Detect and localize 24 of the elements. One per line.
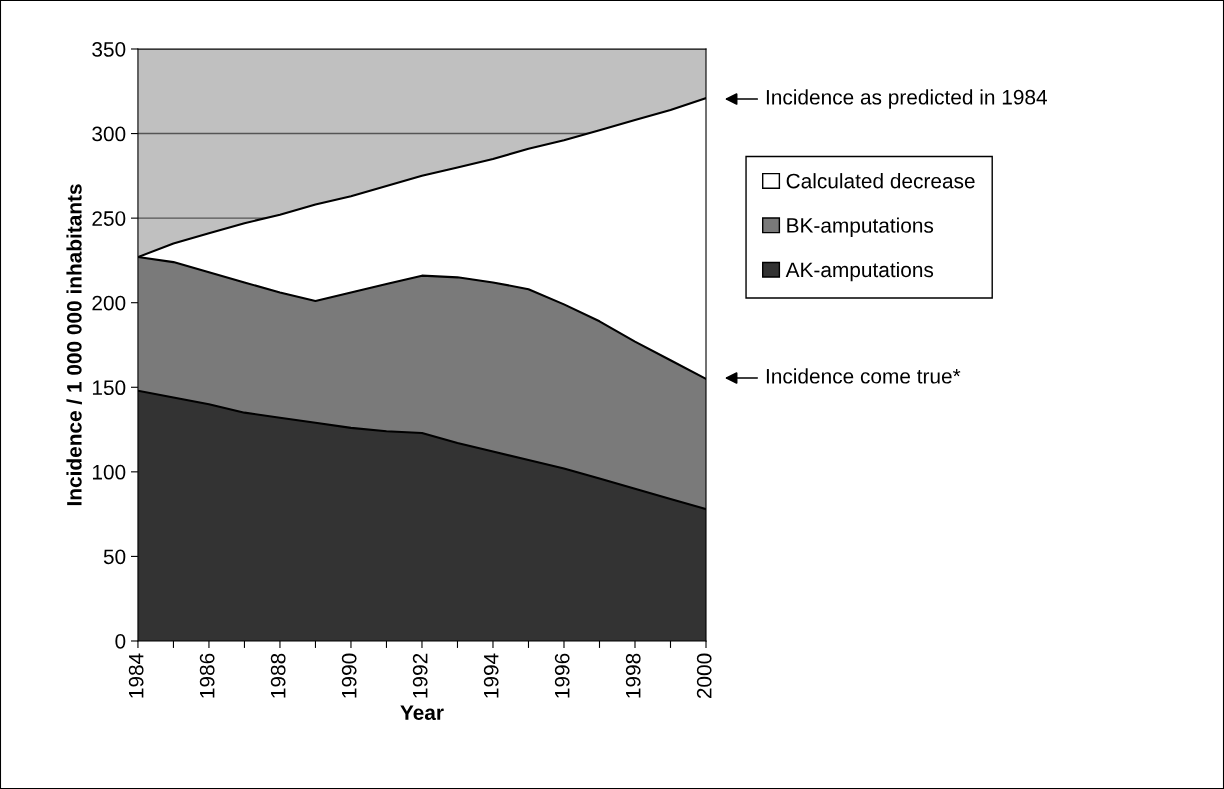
y-tick-label: 50 [103,549,126,565]
x-tick-label: 1990 [341,653,357,698]
y-tick-label: 300 [92,126,126,142]
legend-label: AK-amputations [785,261,934,282]
x-tick-label: 1998 [625,653,641,698]
legend-label: BK-amputations [787,217,934,237]
y-tick-label: 150 [92,380,126,396]
x-tick-label: 1996 [554,653,570,698]
x-tick-label: 1992 [412,653,428,698]
text: Incidence as predicted in 1984 [766,89,1047,109]
y-axis-title: Incidence / 1 000 000 inhabitants [66,184,82,506]
y-tick-label: 0 [115,633,126,649]
x-tick-label: 1994 [483,653,499,698]
x-tick-label: 1986 [199,653,215,698]
text: Incidence come true* [766,368,961,384]
x-tick-label: 1984 [128,653,144,698]
y-tick-label: 250 [92,211,126,226]
y-tick-label: 100 [92,464,126,480]
x-tick-label: 2000 [696,653,712,699]
x-tick-label: 1988 [270,653,286,698]
y-tick-label: 350 [92,42,126,57]
legend-label: Calculated decrease [786,173,975,189]
y-tick-label: 200 [92,295,126,311]
x-axis-title: Year [400,705,444,720]
